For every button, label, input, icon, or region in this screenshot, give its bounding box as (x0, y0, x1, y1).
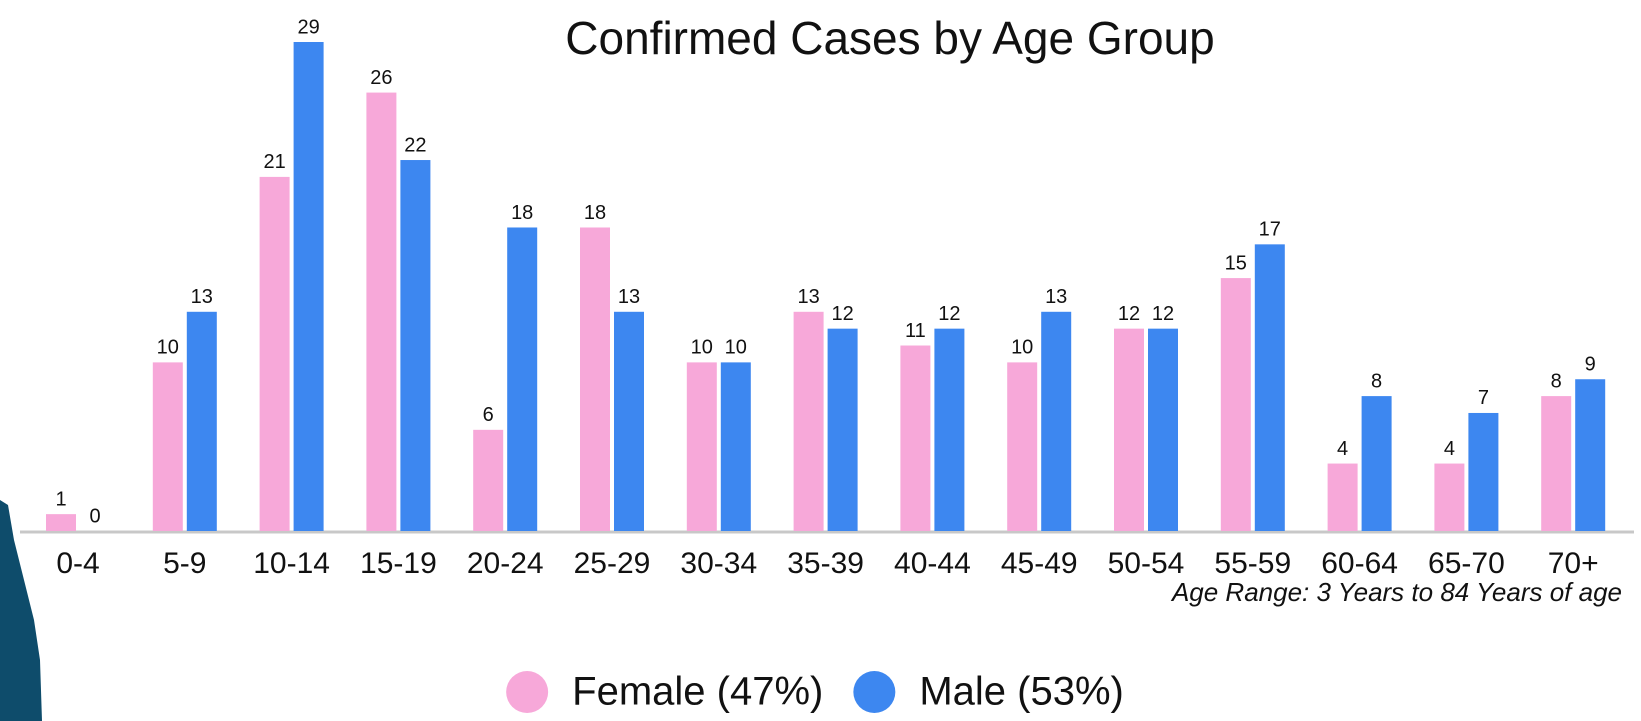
bar (1468, 413, 1498, 531)
x-tick-label: 65-70 (1428, 547, 1505, 580)
bar (1221, 278, 1251, 531)
bar (1255, 244, 1285, 531)
value-label: 26 (370, 67, 392, 89)
bar (187, 312, 217, 531)
bar (153, 362, 183, 531)
value-label: 12 (938, 303, 960, 325)
legend-label: Female (47%) (572, 670, 823, 714)
value-label: 8 (1371, 370, 1382, 392)
value-label: 13 (797, 286, 819, 308)
bar (687, 362, 717, 531)
value-label: 10 (157, 337, 179, 359)
x-tick-label: 30-34 (680, 547, 757, 580)
x-tick-label: 10-14 (253, 547, 330, 580)
value-label: 15 (1225, 252, 1247, 274)
bar (721, 362, 751, 531)
legend-label: Male (53%) (919, 670, 1124, 714)
x-tick-label: 40-44 (894, 547, 971, 580)
value-label: 10 (725, 337, 747, 359)
value-label: 1 (55, 488, 66, 510)
bar (794, 312, 824, 531)
bar (934, 329, 964, 531)
legend-marker (506, 671, 548, 713)
value-label: 13 (1045, 286, 1067, 308)
bar (1328, 464, 1358, 531)
bar (1362, 396, 1392, 531)
value-label: 13 (618, 286, 640, 308)
value-label: 11 (905, 320, 926, 342)
value-label: 13 (191, 286, 213, 308)
x-tick-label: 15-19 (360, 547, 437, 580)
value-label: 17 (1259, 219, 1281, 241)
bar (614, 312, 644, 531)
value-label: 12 (1118, 303, 1140, 325)
value-label: 18 (511, 202, 533, 224)
bar (1148, 329, 1178, 531)
bar (294, 42, 324, 531)
value-label: 4 (1444, 438, 1455, 460)
value-label: 7 (1478, 387, 1489, 409)
bar (260, 177, 290, 531)
value-label: 8 (1551, 370, 1562, 392)
bar (400, 160, 430, 531)
x-tick-label: 55-59 (1214, 547, 1291, 580)
value-label: 6 (483, 404, 494, 426)
value-label: 29 (297, 16, 319, 38)
value-label: 12 (1152, 303, 1174, 325)
value-label: 18 (584, 202, 606, 224)
bar (1114, 329, 1144, 531)
bar (1575, 379, 1605, 531)
x-tick-label: 20-24 (467, 547, 544, 580)
legend-marker (853, 671, 895, 713)
x-tick-label: 60-64 (1321, 547, 1398, 580)
value-label: 10 (1011, 337, 1033, 359)
value-label: 0 (89, 505, 100, 527)
x-tick-label: 25-29 (574, 547, 651, 580)
x-tick-label: 45-49 (1001, 547, 1078, 580)
x-tick-label: 5-9 (163, 547, 206, 580)
bar (1041, 312, 1071, 531)
bar (507, 227, 537, 531)
chart-title: Confirmed Cases by Age Group (565, 12, 1214, 64)
x-tick-label: 35-39 (787, 547, 864, 580)
bar (1541, 396, 1571, 531)
value-label: 22 (404, 134, 426, 156)
value-label: 12 (831, 303, 853, 325)
bar (473, 430, 503, 531)
x-tick-label: 50-54 (1108, 547, 1185, 580)
x-tick-label: 0-4 (56, 547, 99, 580)
bar (366, 93, 396, 531)
bar (1434, 464, 1464, 531)
bar (46, 514, 76, 531)
value-label: 10 (691, 337, 713, 359)
bar (828, 329, 858, 531)
bar (1007, 362, 1037, 531)
bar (580, 227, 610, 531)
value-label: 21 (263, 151, 285, 173)
x-tick-label: 70+ (1548, 547, 1599, 580)
bar (900, 346, 930, 531)
annotation: Age Range: 3 Years to 84 Years of age (1170, 577, 1622, 607)
chart: Confirmed Cases by Age Group Age Range: … (0, 0, 1641, 721)
value-label: 4 (1337, 438, 1348, 460)
value-label: 9 (1585, 354, 1596, 376)
